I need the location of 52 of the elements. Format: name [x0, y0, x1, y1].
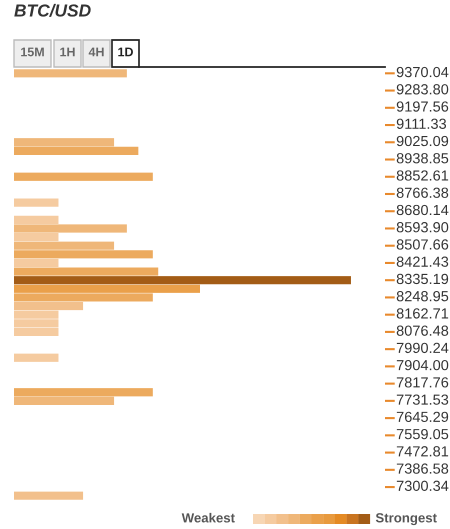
y-tick-label: 8162.71 — [396, 308, 448, 319]
y-tick-label: 9283.80 — [396, 84, 448, 94]
y-tick-label: 7817.76 — [396, 377, 448, 388]
y-tick-label: 8335.19 — [396, 274, 448, 284]
bar — [14, 267, 158, 276]
y-tick-label: 8680.14 — [396, 204, 448, 216]
text: 1D — [118, 48, 133, 56]
y-tick-label: 7300.34 — [396, 480, 448, 491]
text: 4H — [88, 48, 104, 56]
y-tick-label: 8938.85 — [396, 153, 448, 164]
bar — [14, 138, 114, 146]
bar — [14, 224, 127, 233]
bar — [14, 216, 58, 224]
y-tick-label: 8766.38 — [396, 188, 448, 198]
y-tick-label: 7990.24 — [396, 342, 448, 354]
bar — [14, 198, 58, 207]
bar — [14, 302, 84, 310]
y-tick-label: 7386.58 — [396, 463, 448, 474]
bar — [14, 172, 153, 181]
bar — [14, 396, 114, 405]
bar — [14, 354, 58, 362]
bar — [14, 258, 58, 268]
y-tick-label: 9111.33 — [396, 118, 446, 129]
bar — [14, 250, 153, 258]
chart-title: BTC/USD — [14, 4, 91, 17]
text: 15M — [21, 48, 44, 56]
text: 1H — [60, 48, 75, 56]
bar — [14, 146, 138, 155]
y-tick-label: 9197.56 — [396, 101, 448, 112]
bar — [14, 276, 351, 284]
bar — [14, 232, 58, 242]
text: Weakest — [182, 512, 235, 523]
bar — [14, 293, 153, 302]
y-tick-label: 7731.53 — [396, 394, 448, 405]
y-tick-label: 8852.61 — [396, 170, 448, 181]
y-tick-label: 7645.29 — [396, 412, 448, 422]
bar — [14, 388, 153, 396]
bar — [14, 284, 200, 293]
bar — [14, 69, 127, 78]
y-tick-label: 8593.90 — [396, 222, 448, 232]
y-tick-label: 7559.05 — [396, 428, 448, 440]
y-tick-label: 8507.66 — [396, 239, 448, 250]
bar — [14, 242, 114, 250]
y-tick-label: 9025.09 — [396, 136, 448, 146]
y-tick-label: 8076.48 — [396, 326, 448, 336]
y-tick-label: 7904.00 — [396, 360, 448, 370]
y-tick-label: 7472.81 — [396, 446, 448, 457]
y-tick-label: 8421.43 — [396, 256, 448, 267]
y-tick-label: 9370.04 — [396, 66, 448, 78]
bar — [14, 492, 84, 500]
y-tick-label: 8248.95 — [396, 291, 448, 302]
text: Strongest — [376, 513, 437, 526]
